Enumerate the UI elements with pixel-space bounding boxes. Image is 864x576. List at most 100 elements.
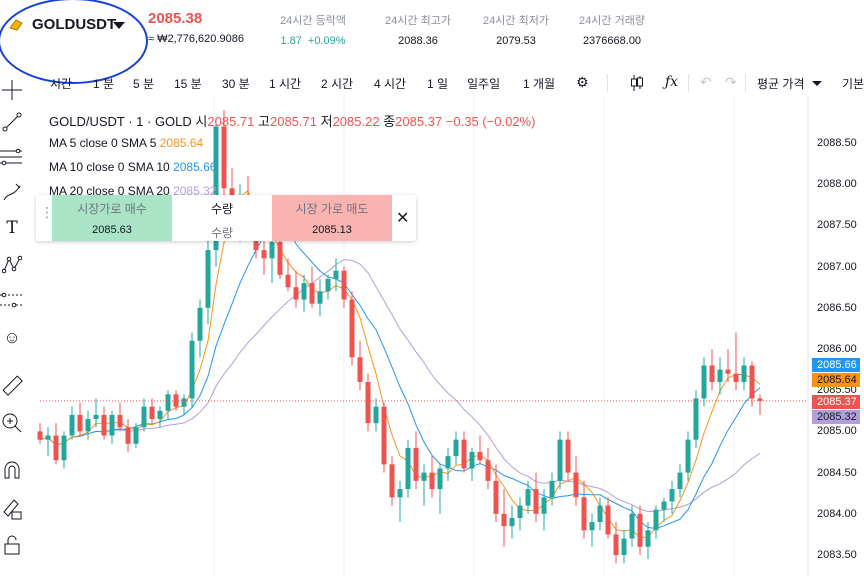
candle-body bbox=[597, 505, 603, 523]
candle-body bbox=[101, 414, 107, 436]
interval-15m[interactable]: 15 분 bbox=[174, 77, 202, 91]
candle-body bbox=[613, 534, 619, 555]
chevron-down-icon[interactable] bbox=[812, 81, 822, 86]
redo-icon[interactable]: ↷ bbox=[725, 74, 737, 90]
price-tick: 2084.50 bbox=[817, 467, 857, 479]
candle-body bbox=[693, 398, 699, 440]
legend-open: 2085.71 bbox=[207, 114, 255, 129]
quantity-field[interactable]: 수량 수량 bbox=[172, 195, 272, 241]
stat-low: 24시간 최저가 2079.53 bbox=[461, 12, 571, 47]
magnet-icon[interactable] bbox=[2, 460, 22, 480]
candlestick-plot[interactable] bbox=[0, 96, 864, 576]
interval-hour[interactable]: 시간 bbox=[50, 77, 73, 91]
interval-1w[interactable]: 일주일 bbox=[467, 77, 501, 91]
candle-body bbox=[221, 126, 227, 189]
legend-ma20-value: 2085.32 bbox=[173, 184, 217, 198]
stat-value: 2079.53 bbox=[496, 35, 536, 47]
candle-body bbox=[749, 365, 755, 399]
stat-change: 24시간 등락액 1.87 +0.09% bbox=[258, 12, 368, 47]
stat-volume: 24시간 거래량 2376668.00 bbox=[557, 12, 667, 47]
pattern-icon[interactable] bbox=[2, 255, 22, 275]
interval-1m[interactable]: 1 분 bbox=[93, 77, 115, 91]
stat-value: 2376668.00 bbox=[582, 35, 642, 47]
candle-type-icon[interactable] bbox=[630, 74, 644, 92]
candle-body bbox=[77, 414, 83, 432]
ma20-line bbox=[39, 259, 761, 513]
stat-high: 24시간 최고가 2088.36 bbox=[363, 12, 473, 47]
stat-label: 24시간 등락액 bbox=[280, 15, 346, 27]
candle-body bbox=[389, 464, 395, 498]
candle-body bbox=[309, 283, 315, 304]
candle-body bbox=[469, 452, 475, 469]
close-icon[interactable]: ✕ bbox=[396, 210, 410, 227]
candle-body bbox=[93, 414, 99, 420]
candle-body bbox=[621, 538, 627, 555]
undo-icon[interactable]: ↶ bbox=[700, 74, 712, 90]
interval-1mo[interactable]: 1 개월 bbox=[523, 77, 556, 91]
candle-body bbox=[565, 439, 571, 473]
legend-low: 2085.22 bbox=[332, 114, 380, 129]
candle-body bbox=[333, 270, 339, 279]
price-tick: 2086.50 bbox=[817, 302, 857, 314]
market-sell-button[interactable]: 시장 가로 매도 2085.13 bbox=[272, 195, 392, 241]
legend-change: −0.35 (−0.02%) bbox=[445, 114, 536, 129]
basic-layout-button[interactable]: 기본 bbox=[842, 77, 864, 91]
interval-2h[interactable]: 2 시간 bbox=[321, 77, 354, 91]
candle-body bbox=[717, 369, 723, 382]
candle-body bbox=[701, 365, 707, 399]
candle-body bbox=[709, 365, 715, 382]
legend-ma10-name: MA 10 close 0 SMA 10 bbox=[49, 160, 170, 174]
candle-body bbox=[213, 126, 219, 251]
candle-body bbox=[541, 497, 547, 514]
price-chart[interactable] bbox=[0, 96, 864, 576]
buy-label: 시장가로 매수 bbox=[77, 202, 147, 216]
interval-1h[interactable]: 1 시간 bbox=[269, 77, 302, 91]
ruler-icon[interactable] bbox=[1, 375, 23, 397]
interval-30m[interactable]: 30 분 bbox=[222, 77, 250, 91]
zoom-icon[interactable] bbox=[1, 412, 23, 434]
interval-1d[interactable]: 1 일 bbox=[427, 77, 449, 91]
legend-open-label: 시 bbox=[195, 114, 208, 129]
stat-percent: +0.09% bbox=[307, 35, 346, 47]
candle-body bbox=[381, 406, 387, 465]
ma20-price-label: 2085.32 bbox=[812, 410, 860, 424]
candle-body bbox=[61, 435, 67, 461]
legend-close: 2085.37 bbox=[395, 114, 443, 129]
candle-body bbox=[341, 270, 347, 300]
candle-body bbox=[429, 472, 435, 490]
text-icon[interactable]: T bbox=[6, 218, 18, 238]
price-type-select[interactable]: 평균 가격 bbox=[757, 77, 805, 91]
crosshair-icon[interactable] bbox=[2, 80, 22, 100]
candle-body bbox=[669, 489, 675, 502]
trendline-icon[interactable] bbox=[2, 112, 22, 132]
price-tick: 2086.00 bbox=[817, 343, 857, 355]
quantity-input[interactable]: 수량 bbox=[210, 226, 234, 240]
settings-gear-icon[interactable]: ⚙ bbox=[576, 74, 589, 90]
candle-body bbox=[581, 497, 587, 531]
lock-draw-icon[interactable] bbox=[2, 498, 22, 520]
krw-price: ≈ ₩2,776,620.9086 bbox=[148, 33, 244, 45]
brush-icon[interactable] bbox=[2, 182, 22, 202]
legend-ma5: MA 5 close 0 SMA 5 2085.64 bbox=[49, 136, 203, 150]
candle-body bbox=[637, 513, 643, 547]
indicators-fx-icon[interactable]: ƒx bbox=[665, 74, 679, 90]
current-price-label: 2085.37 bbox=[812, 395, 860, 409]
lock-icon[interactable] bbox=[3, 535, 21, 555]
candle-body bbox=[549, 480, 555, 498]
prediction-icon[interactable] bbox=[0, 290, 22, 310]
legend-low-label: 저 bbox=[320, 114, 333, 129]
candle-body bbox=[645, 530, 651, 547]
divider bbox=[745, 74, 746, 92]
candle-body bbox=[205, 250, 211, 308]
interval-5m[interactable]: 5 분 bbox=[133, 77, 155, 91]
candle-body bbox=[605, 505, 611, 535]
candle-body bbox=[445, 456, 451, 469]
legend-ma20-name: MA 20 close 0 SMA 20 bbox=[49, 184, 170, 198]
fib-icon[interactable] bbox=[0, 148, 22, 168]
emoji-icon[interactable]: ☺ bbox=[3, 328, 21, 347]
drawing-toolbar: T ☺ bbox=[0, 70, 26, 576]
market-buy-button[interactable]: 시장가로 매수 2085.63 bbox=[52, 195, 172, 241]
candle-body bbox=[517, 505, 523, 518]
interval-4h[interactable]: 4 시간 bbox=[374, 77, 407, 91]
candle-body bbox=[733, 373, 739, 382]
